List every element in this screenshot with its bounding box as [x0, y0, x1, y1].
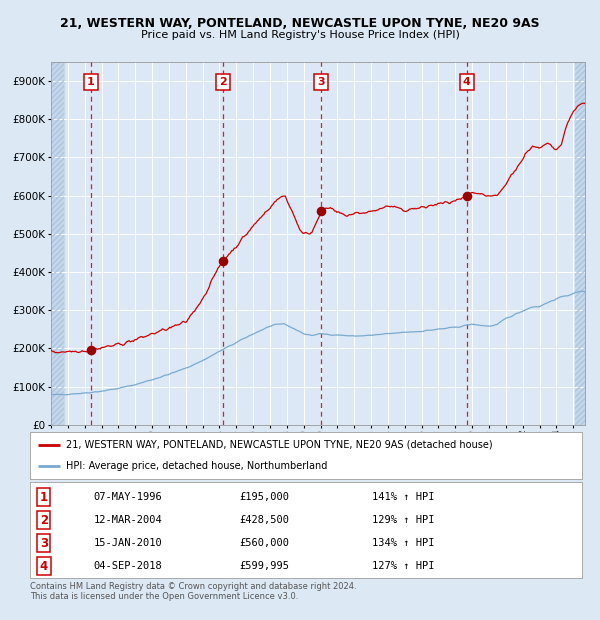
Text: 1: 1 [40, 490, 48, 503]
Text: 12-MAR-2004: 12-MAR-2004 [94, 515, 162, 525]
Bar [51, 62, 64, 425]
Text: HPI: Average price, detached house, Northumberland: HPI: Average price, detached house, Nort… [66, 461, 327, 471]
Text: 134% ↑ HPI: 134% ↑ HPI [372, 538, 435, 548]
Text: 4: 4 [463, 77, 470, 87]
Text: 3: 3 [40, 537, 48, 550]
Text: 1: 1 [87, 77, 94, 87]
Text: 127% ↑ HPI: 127% ↑ HPI [372, 561, 435, 571]
Text: 15-JAN-2010: 15-JAN-2010 [94, 538, 162, 548]
Point [462, 191, 472, 201]
Text: 21, WESTERN WAY, PONTELAND, NEWCASTLE UPON TYNE, NE20 9AS: 21, WESTERN WAY, PONTELAND, NEWCASTLE UP… [60, 17, 540, 30]
Text: 4: 4 [40, 560, 48, 573]
Text: 04-SEP-2018: 04-SEP-2018 [94, 561, 162, 571]
Text: £599,995: £599,995 [240, 561, 290, 571]
Point [218, 256, 227, 266]
Text: 07-MAY-1996: 07-MAY-1996 [94, 492, 162, 502]
Text: 3: 3 [317, 77, 325, 87]
Text: 2: 2 [40, 514, 48, 526]
Text: 129% ↑ HPI: 129% ↑ HPI [372, 515, 435, 525]
Text: £428,500: £428,500 [240, 515, 290, 525]
Text: 21, WESTERN WAY, PONTELAND, NEWCASTLE UPON TYNE, NE20 9AS (detached house): 21, WESTERN WAY, PONTELAND, NEWCASTLE UP… [66, 440, 493, 450]
Point [316, 206, 326, 216]
Text: £195,000: £195,000 [240, 492, 290, 502]
Bar [575, 62, 585, 425]
Text: 141% ↑ HPI: 141% ↑ HPI [372, 492, 435, 502]
Bar [575, 62, 585, 425]
Text: 2: 2 [219, 77, 227, 87]
Text: Contains HM Land Registry data © Crown copyright and database right 2024.
This d: Contains HM Land Registry data © Crown c… [30, 582, 356, 601]
Text: £560,000: £560,000 [240, 538, 290, 548]
Bar [51, 62, 64, 425]
Text: Price paid vs. HM Land Registry's House Price Index (HPI): Price paid vs. HM Land Registry's House … [140, 30, 460, 40]
Point [86, 345, 95, 355]
